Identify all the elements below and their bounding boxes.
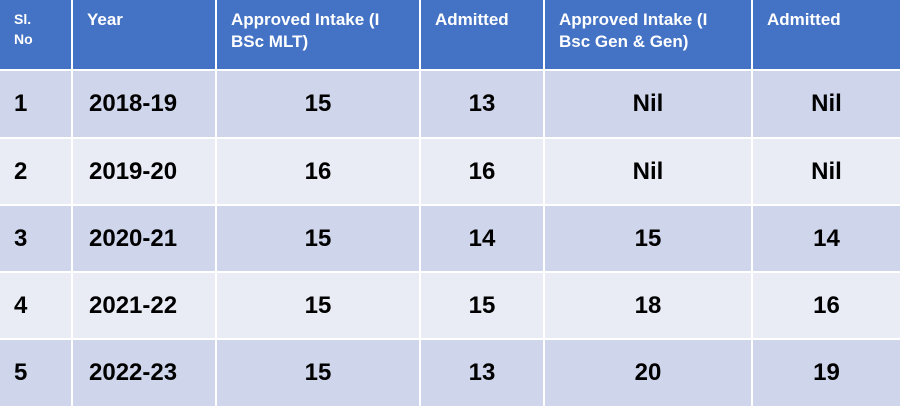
table-cell: 14	[421, 206, 543, 271]
table-cell: 13	[421, 340, 543, 406]
table-cell-text: Nil	[632, 157, 664, 185]
table-cell: 15	[217, 206, 419, 271]
table-cell: 2022-23	[73, 340, 215, 406]
table-cell: 4	[0, 273, 71, 338]
table-cell: 5	[0, 340, 71, 406]
table-cell: Nil	[545, 71, 751, 137]
table-cell: 19	[753, 340, 900, 406]
table-cell: 3	[0, 206, 71, 271]
table-cell-text: 1	[14, 90, 28, 117]
table-cell-text: 2022-23	[89, 359, 178, 386]
table-cell-text: 14	[813, 224, 840, 252]
table-cell-text: 2021-22	[89, 291, 178, 319]
table-cell: 2019-20	[73, 139, 215, 204]
table-cell: 2018-19	[73, 71, 215, 137]
table-cell-text: 15	[634, 224, 662, 252]
table-cell-text: 15	[304, 359, 332, 386]
table-cell: 15	[217, 273, 419, 338]
table-cell-text: 16	[304, 157, 332, 185]
header-cell: Approved Intake (I BSc MLT)	[217, 0, 419, 69]
table-cell-text: 20	[634, 359, 662, 386]
table-cell-text: 16	[813, 291, 840, 319]
table-cell-text: Nil	[811, 157, 842, 185]
header-cell: Admitted	[421, 0, 543, 69]
table-cell: 16	[421, 139, 543, 204]
table-cell: 16	[217, 139, 419, 204]
header-cell: Admitted	[753, 0, 900, 69]
table-cell-text: 13	[468, 359, 496, 386]
table-cell: 2020-21	[73, 206, 215, 271]
table-cell-text: 4	[14, 291, 28, 319]
table-cell: 15	[217, 71, 419, 137]
header-cell: Year	[73, 0, 215, 69]
header-cell-text: Approved Intake (I Bsc Gen & Gen)	[559, 10, 708, 51]
header-cell: Approved Intake (I Bsc Gen & Gen)	[545, 0, 751, 69]
table-cell: Nil	[753, 71, 900, 137]
table-cell: 1	[0, 71, 71, 137]
table-cell-text: 18	[634, 291, 662, 319]
table-cell: 14	[753, 206, 900, 271]
table-cell-text: 15	[304, 90, 332, 117]
table-cell-text: 2020-21	[89, 224, 178, 252]
header-cell-text: Year	[87, 10, 123, 29]
table-cell: 15	[217, 340, 419, 406]
table-cell-text: 13	[468, 90, 496, 117]
table-cell-text: 2019-20	[89, 157, 178, 185]
table-cell-text: 2	[14, 157, 28, 185]
header-cell: Sl. No	[0, 0, 71, 69]
table-cell: 15	[421, 273, 543, 338]
header-cell-text: Approved Intake (I BSc MLT)	[231, 10, 380, 51]
table-cell-text: 15	[304, 291, 332, 319]
table-cell: Nil	[753, 139, 900, 204]
table-cell-text: 14	[468, 224, 496, 252]
table-cell: 20	[545, 340, 751, 406]
table-cell-text: 15	[304, 224, 332, 252]
table-cell-text: 19	[813, 359, 840, 386]
table-cell-text: Nil	[632, 90, 664, 117]
table-cell-text: 15	[468, 291, 496, 319]
table-cell-text: Nil	[811, 90, 842, 117]
header-cell-text: Admitted	[767, 10, 841, 29]
header-cell-text: Admitted	[435, 10, 509, 29]
table-cell: 2	[0, 139, 71, 204]
table-cell: 18	[545, 273, 751, 338]
table-cell-text: 16	[468, 157, 496, 185]
table-cell: 13	[421, 71, 543, 137]
table-cell-text: 3	[14, 224, 28, 252]
table-cell: 2021-22	[73, 273, 215, 338]
table-cell-text: 2018-19	[89, 90, 178, 117]
table-cell-text: 5	[14, 359, 28, 386]
table-cell: 16	[753, 273, 900, 338]
table-cell: Nil	[545, 139, 751, 204]
header-cell-text: Sl. No	[14, 11, 33, 47]
table-cell: 15	[545, 206, 751, 271]
